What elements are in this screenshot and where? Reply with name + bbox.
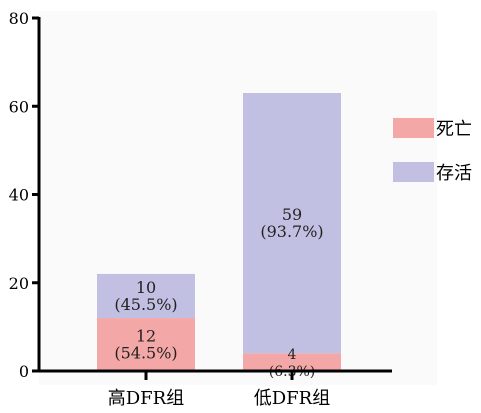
x-tick-label: 高DFR组 [108, 388, 184, 409]
legend-label: 存活 [436, 163, 472, 184]
bar-value-label: 10 [136, 278, 156, 297]
bar-segment [97, 273, 195, 319]
y-tick-label: 80 [9, 9, 29, 28]
bar-value-label: 4 [288, 347, 297, 363]
bar-labels-layer: 12(54.5%)10(45.5%)4(6.3%)59(93.7%) [114, 205, 323, 380]
legend-swatch [393, 118, 434, 138]
bars-layer [97, 93, 341, 371]
bar-segment [97, 318, 195, 371]
y-tick-label: 60 [9, 97, 29, 116]
bar-percent-label: (93.7%) [260, 222, 323, 241]
bar-value-label: 59 [282, 205, 302, 224]
axes-layer: 0 20 40 60 80 高DFR组 低DFR组 [9, 9, 392, 409]
legend-swatch [393, 162, 434, 182]
bar-percent-label: (45.5%) [114, 295, 177, 314]
bar-value-label: 12 [136, 327, 156, 346]
y-tick-label: 20 [9, 274, 29, 293]
y-tick-label: 40 [9, 186, 29, 205]
bar-segment [243, 93, 341, 354]
bar-percent-label: (54.5%) [114, 344, 177, 363]
x-tick-label: 低DFR组 [254, 388, 330, 409]
y-tick-label: 0 [19, 362, 29, 381]
legend-label: 死亡 [436, 119, 472, 140]
bar-segment [243, 353, 341, 371]
